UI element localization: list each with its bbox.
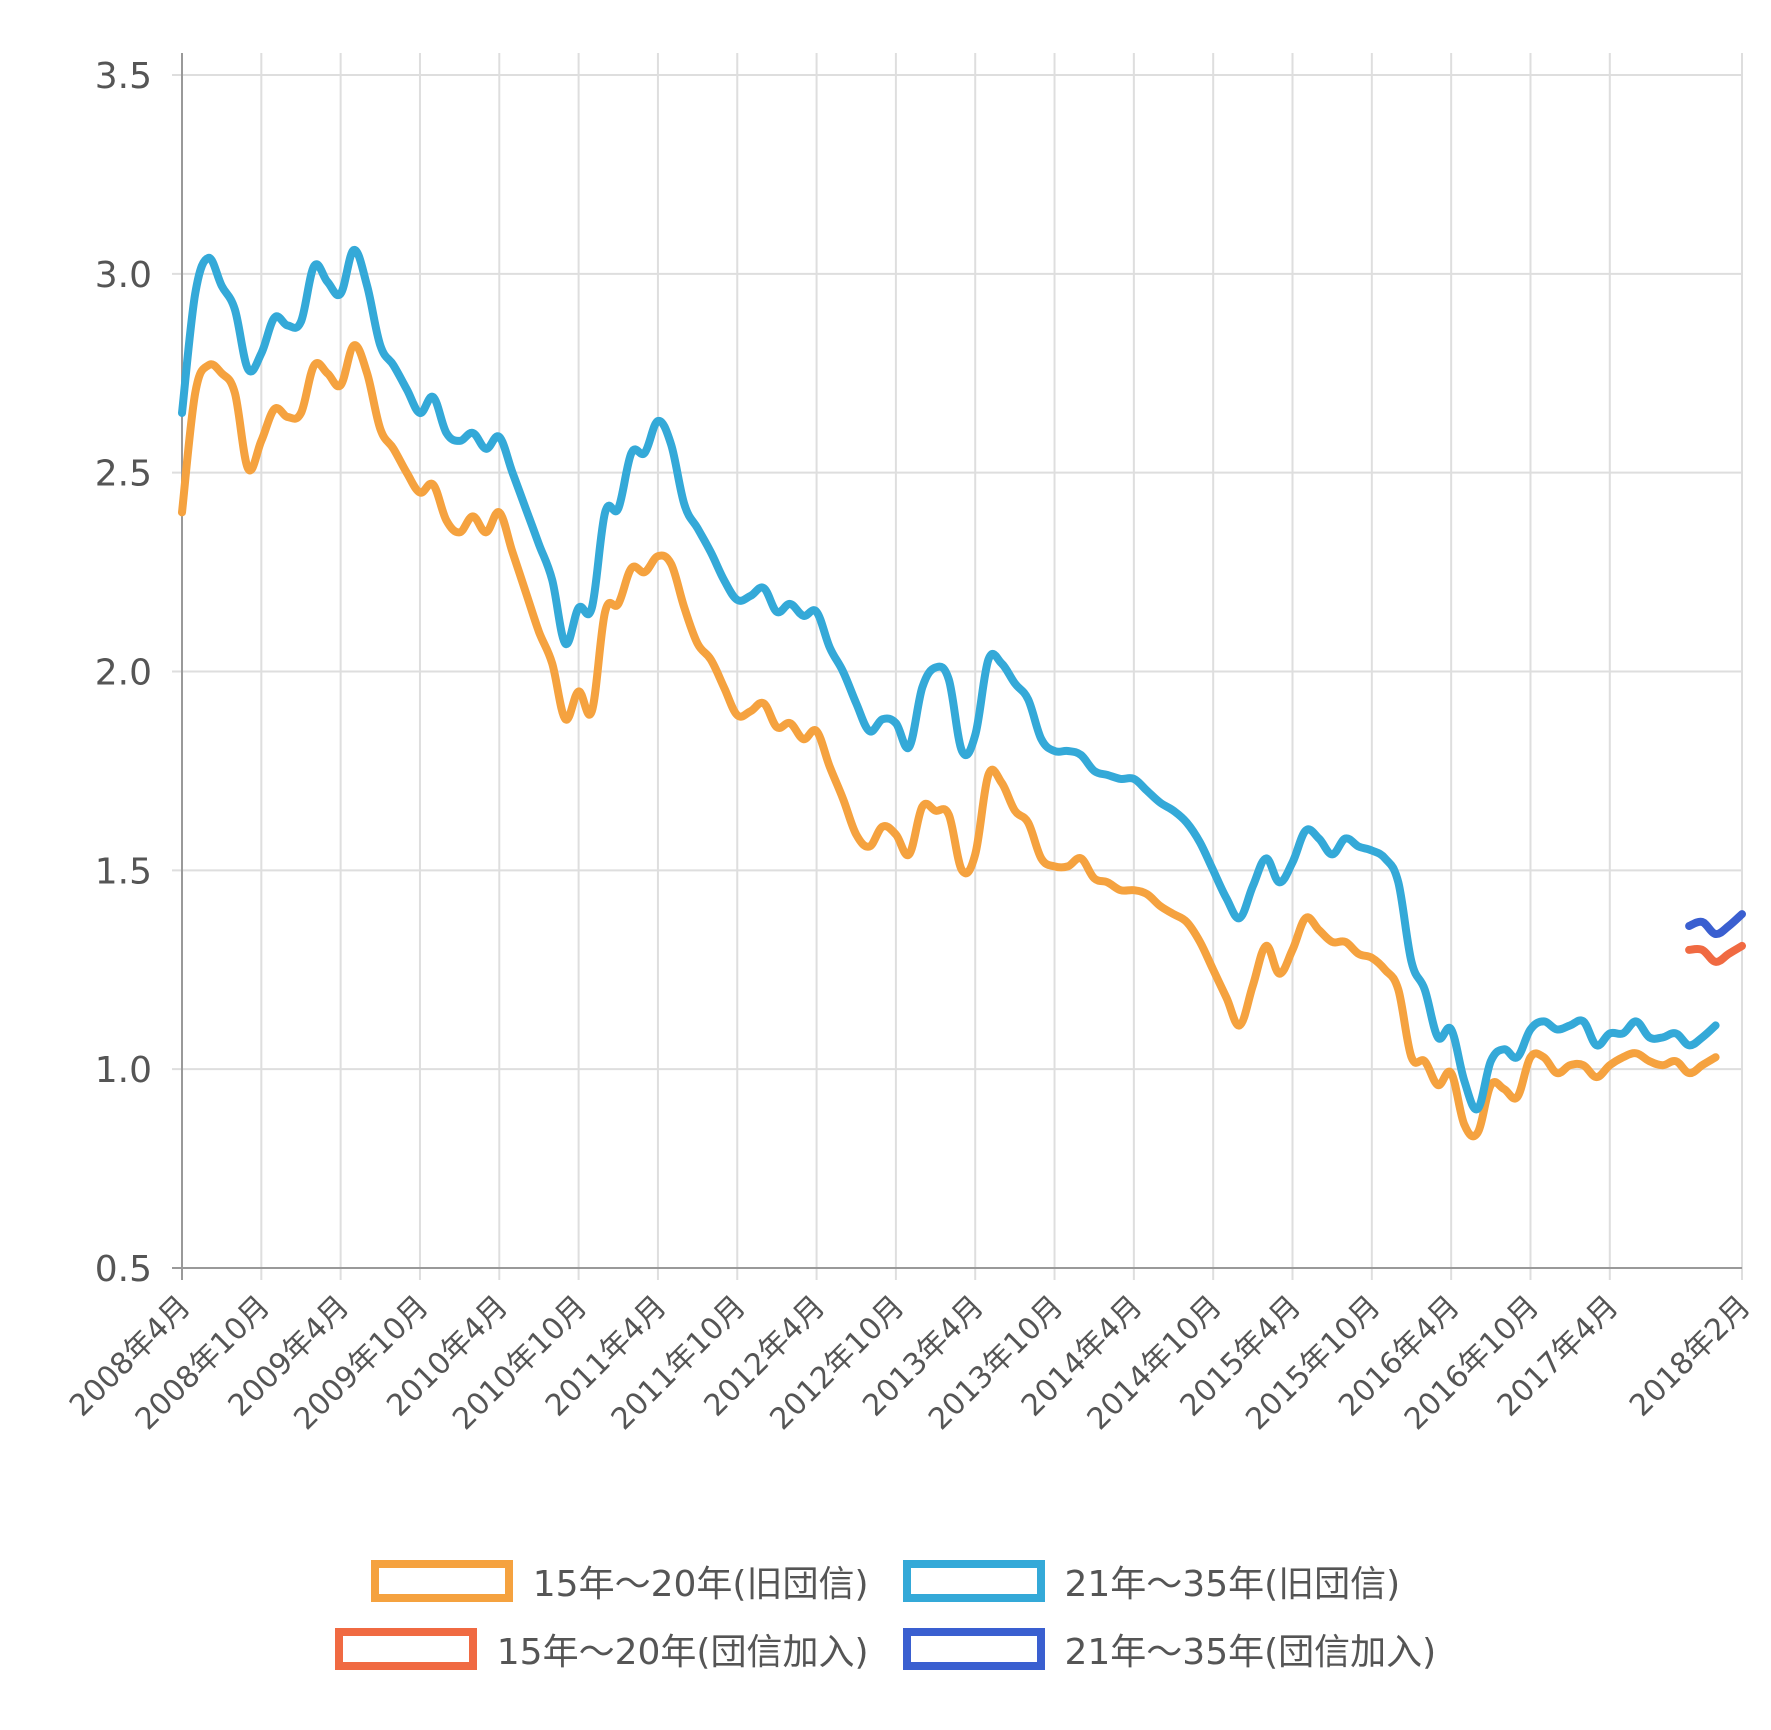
legend-label: 21年～35年(団信加入) bbox=[1064, 1632, 1437, 1673]
x-tick-label: 2018年2月 bbox=[1623, 1289, 1758, 1424]
legend-item-21-35-new[interactable]: 21年～35年(団信加入) bbox=[902, 1623, 1437, 1675]
y-tick-label: 0.5 bbox=[95, 1249, 152, 1290]
series-line-21-35-old bbox=[178, 246, 1720, 1114]
legend-swatch bbox=[902, 1560, 1045, 1602]
legend-swatch bbox=[334, 1628, 477, 1670]
legend-label: 21年～35年(旧団信) bbox=[1064, 1564, 1401, 1605]
y-tick-label: 2.5 bbox=[95, 454, 152, 495]
legend-row-2: 15年～20年(団信加入) 21年～35年(団信加入) bbox=[0, 1623, 1771, 1675]
y-tick-label: 1.0 bbox=[95, 1050, 152, 1091]
legend-item-15-20-new[interactable]: 15年～20年(団信加入) bbox=[334, 1623, 869, 1675]
grid-lines bbox=[172, 53, 1743, 1280]
series-line-15-20-new bbox=[1685, 941, 1746, 966]
legend-label: 15年～20年(旧団信) bbox=[532, 1564, 869, 1605]
interest-rate-line-chart: 0.5 1.0 1.5 2.0 2.5 3.0 3.5 2008年4月2008年10月200… bbox=[63, 53, 1758, 1437]
legend-item-15-20-old[interactable]: 15年～20年(旧団信) bbox=[370, 1555, 869, 1607]
legend-item-21-35-old[interactable]: 21年～35年(旧団信) bbox=[902, 1555, 1401, 1607]
y-tick-label: 3.5 bbox=[95, 56, 152, 97]
series-lines bbox=[178, 246, 1746, 1141]
y-axis: 0.5 1.0 1.5 2.0 2.5 3.0 3.5 bbox=[95, 53, 183, 1290]
legend-label: 15年～20年(団信加入) bbox=[496, 1632, 869, 1673]
y-tick-label: 3.0 bbox=[95, 255, 152, 296]
x-axis: 2008年4月2008年10月2009年4月2009年10月2010年4月201… bbox=[63, 1267, 1758, 1437]
series-line-21-35-new bbox=[1685, 910, 1746, 939]
y-tick-label: 2.0 bbox=[95, 653, 152, 694]
legend: 15年～20年(旧団信) 21年～35年(旧団信) 15年～20年(団信加入) … bbox=[0, 1555, 1771, 1691]
legend-row-1: 15年～20年(旧団信) 21年～35年(旧団信) bbox=[0, 1555, 1771, 1607]
y-tick-label: 1.5 bbox=[95, 851, 152, 892]
legend-swatch bbox=[370, 1560, 513, 1602]
legend-swatch bbox=[902, 1628, 1045, 1670]
series-line-15-20-old bbox=[178, 341, 1720, 1141]
